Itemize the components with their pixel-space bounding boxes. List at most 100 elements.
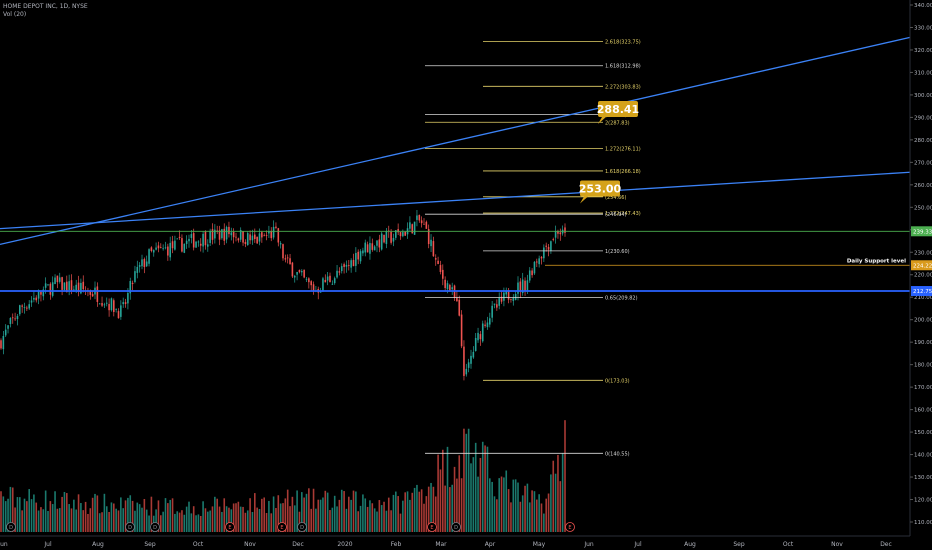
candle-body (310, 281, 312, 286)
candle-body (486, 322, 489, 328)
volume-bar (9, 486, 12, 532)
volume-bar (385, 510, 388, 532)
candle-body (383, 234, 385, 243)
volume-bar (303, 497, 305, 532)
trendlines[interactable] (0, 36, 911, 246)
price-tick-label: 310.00 (914, 70, 932, 76)
volume-bar (319, 499, 322, 532)
volume-bar (301, 492, 303, 532)
volume-bar (373, 508, 376, 532)
candle-body (183, 243, 186, 253)
price-tag-box (911, 286, 932, 297)
fibonacci-levels[interactable]: 2.618(323.75) 1.618(312.98) 2.272(303.83) (… (425, 40, 641, 458)
time-tick-label: Feb (391, 541, 402, 548)
time-axis[interactable]: Jun Jul Aug Sep Oct Nov Dec 2020 Feb Mar Apr May Jun… (0, 535, 910, 548)
volume-indicator-label[interactable]: Vol (20) (3, 11, 27, 18)
candle-body (399, 232, 402, 237)
time-tick-label: Oct (783, 541, 794, 548)
candle-body (223, 228, 226, 241)
volume-bar (446, 446, 449, 532)
volume-bar (103, 493, 106, 532)
volume-bar (145, 509, 148, 532)
volume-bar (338, 499, 341, 532)
fib-level-label: 2.272(303.83) (605, 84, 641, 90)
time-tick-label: Nov (831, 541, 843, 548)
volume-bar (387, 497, 390, 532)
volume-bar (324, 490, 327, 532)
volume-bar (56, 508, 59, 532)
volume-bar (169, 499, 171, 532)
volume-bars (0, 420, 566, 532)
candle-body (519, 281, 522, 292)
time-tick-label: Nov (244, 541, 256, 548)
volume-bar (190, 513, 193, 532)
volume-bar (442, 449, 444, 532)
candle-body (533, 261, 536, 274)
candle-body (19, 305, 21, 315)
volume-bar (167, 503, 169, 532)
candle-body (348, 265, 350, 266)
volume-bar (331, 507, 334, 532)
volume-bar (493, 496, 496, 532)
volume-bar (84, 501, 87, 532)
volume-bar (82, 510, 85, 532)
volume-bar (392, 494, 395, 532)
volume-bar (409, 499, 411, 532)
volume-bar (406, 491, 409, 532)
volume-bar (296, 490, 298, 532)
volume-bar (437, 454, 439, 532)
volume-bar (503, 477, 505, 532)
candle-body (484, 324, 486, 326)
candle-body (124, 302, 127, 304)
event-marker-letter: E (568, 525, 571, 531)
volume-bar (533, 491, 536, 532)
candle-body (197, 241, 200, 243)
candle-body (395, 230, 397, 238)
fib-level-label: (246.94) (605, 212, 626, 218)
volume-bar (40, 507, 42, 532)
candle-body (444, 279, 446, 289)
volume-bar (291, 496, 294, 532)
volume-bar (458, 455, 461, 532)
volume-bar (251, 511, 254, 532)
volume-bar (108, 511, 110, 532)
symbol-title[interactable]: HOME DEPOT INC, 1D, NYSE (3, 3, 88, 10)
volume-bar (185, 506, 188, 532)
volume-bar (425, 496, 428, 532)
horizontal-levels[interactable]: Daily Support level (0, 230, 910, 292)
candle-body (110, 298, 113, 311)
volume-bar (456, 478, 458, 532)
candle-body (14, 318, 16, 320)
price-tick-label: 250.00 (914, 205, 932, 211)
candle-body (115, 308, 117, 310)
volume-bar (228, 507, 230, 532)
candle-body (430, 239, 432, 247)
volume-bar (286, 489, 289, 532)
candle-body (171, 241, 174, 249)
candle-body (225, 227, 228, 240)
volume-bar (500, 476, 503, 532)
candle-body (131, 282, 134, 285)
event-marker-circle (150, 522, 160, 532)
volume-bar (312, 488, 315, 532)
candle-body (129, 281, 132, 294)
volume-bar (550, 474, 552, 532)
candle-body (296, 271, 298, 275)
candle-body (136, 266, 139, 273)
price-tick-label: 210.00 (914, 295, 932, 301)
candle-body (460, 314, 463, 347)
candle-body (242, 231, 244, 243)
price-tick-label: 170.00 (914, 385, 932, 391)
volume-bar (214, 496, 216, 532)
candle-body (442, 269, 444, 279)
volume-bar (2, 496, 5, 532)
volume-bar (430, 482, 432, 532)
candle-body (141, 259, 143, 267)
volume-bar (211, 506, 214, 532)
volume-bar (402, 500, 404, 532)
candle-body (244, 242, 247, 244)
candle-body (284, 258, 287, 260)
candle-body (117, 311, 120, 319)
